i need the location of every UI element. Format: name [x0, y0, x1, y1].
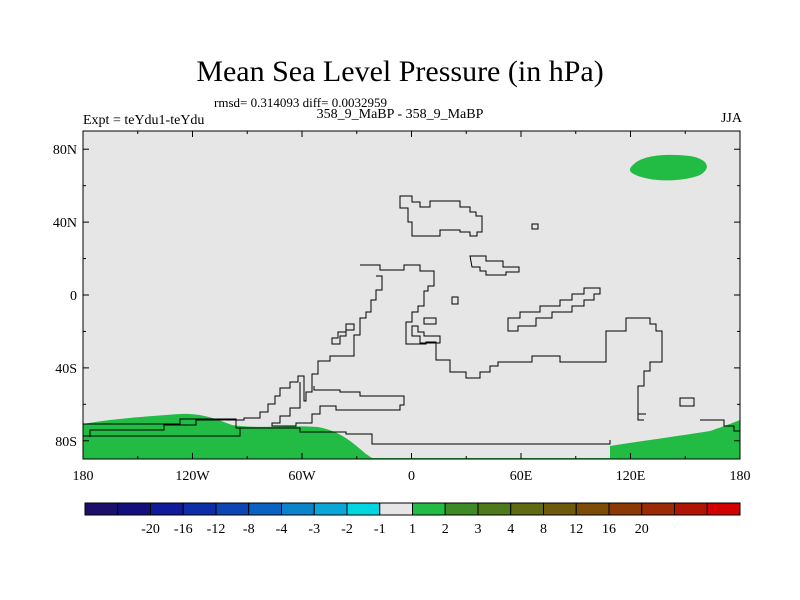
- colorbar-swatch: [248, 502, 282, 516]
- experiment-label: Expt = teYdu1-teYdu: [83, 113, 205, 128]
- colorbar-swatch: [608, 502, 643, 516]
- colorbar-label: 4: [507, 522, 514, 537]
- x-tick-label: 180: [73, 469, 94, 484]
- colorbar-label: -2: [341, 522, 353, 537]
- colorbar-label: 2: [442, 522, 449, 537]
- colorbar-swatch: [313, 502, 348, 516]
- colorbar-swatch: [412, 502, 446, 516]
- positive-anomaly-arctic: [629, 154, 707, 181]
- colorbar-swatch: [641, 502, 675, 516]
- colorbar-label: -8: [243, 522, 255, 537]
- colorbar-swatch: [150, 502, 184, 516]
- colorbar-swatch: [510, 502, 544, 516]
- colorbar-label: 8: [540, 522, 547, 537]
- colorbar-swatch: [84, 502, 119, 516]
- x-tick-label: 180: [730, 469, 751, 484]
- rmsd-diff-stats: rmsd= 0.314093 diff= 0.0032959: [214, 95, 387, 110]
- colorbar-label: -1: [374, 522, 386, 537]
- colorbar-swatch: [444, 502, 479, 516]
- positive-anomaly-south: [83, 413, 740, 459]
- colorbar-swatch: [182, 502, 217, 516]
- colorbar-swatch: [215, 502, 250, 516]
- x-tick-label: 120E: [616, 469, 646, 484]
- colorbar-label: -4: [276, 522, 288, 537]
- colorbar-swatch: [117, 502, 151, 516]
- colorbar-label: -3: [308, 522, 320, 537]
- colorbar-label: 1: [409, 522, 416, 537]
- x-tick-label: 0: [408, 469, 415, 484]
- pressure-field-background: [83, 131, 740, 459]
- colorbar-label: 20: [635, 522, 649, 537]
- x-axis-ticks: 180 120W 60W 0 60E 120E 180: [73, 131, 751, 484]
- colorbar-label: -16: [174, 522, 193, 537]
- chart-title: Mean Sea Level Pressure (in hPa): [196, 55, 604, 88]
- colorbar-label: 16: [602, 522, 616, 537]
- colorbar-label: -12: [207, 522, 226, 537]
- season-label: JJA: [720, 111, 742, 126]
- colorbar-label: 3: [475, 522, 482, 537]
- colorbar-swatch: [543, 502, 577, 516]
- colorbar-swatch: [477, 502, 512, 516]
- colorbar-swatch: [674, 502, 708, 516]
- colorbar: -20 -16 -12 -8 -4 -3 -2 -1 1 2 3 4 8 12 16 20: [84, 502, 741, 537]
- colorbar-label: -20: [141, 522, 160, 537]
- colorbar-swatch: [281, 502, 315, 516]
- y-axis-ticks: 80N 40N 0 40S 80S: [53, 143, 740, 450]
- chart-subtitle: 358_9_MaBP - 358_9_MaBP: [316, 107, 484, 122]
- y-tick-label: 40N: [53, 216, 77, 231]
- colorbar-swatch: [706, 502, 741, 516]
- x-tick-label: 60W: [288, 469, 316, 484]
- x-tick-label: 60E: [510, 469, 533, 484]
- x-tick-label: 120W: [175, 469, 210, 484]
- y-tick-label: 40S: [55, 362, 77, 377]
- colorbar-swatch: [379, 502, 413, 516]
- colorbar-swatch: [346, 502, 381, 516]
- coastline-contours: [83, 195, 740, 445]
- colorbar-swatch: [575, 502, 610, 516]
- y-tick-label: 0: [70, 289, 77, 304]
- y-tick-label: 80S: [55, 435, 77, 450]
- y-tick-label: 80N: [53, 143, 77, 158]
- colorbar-label: 12: [569, 522, 583, 537]
